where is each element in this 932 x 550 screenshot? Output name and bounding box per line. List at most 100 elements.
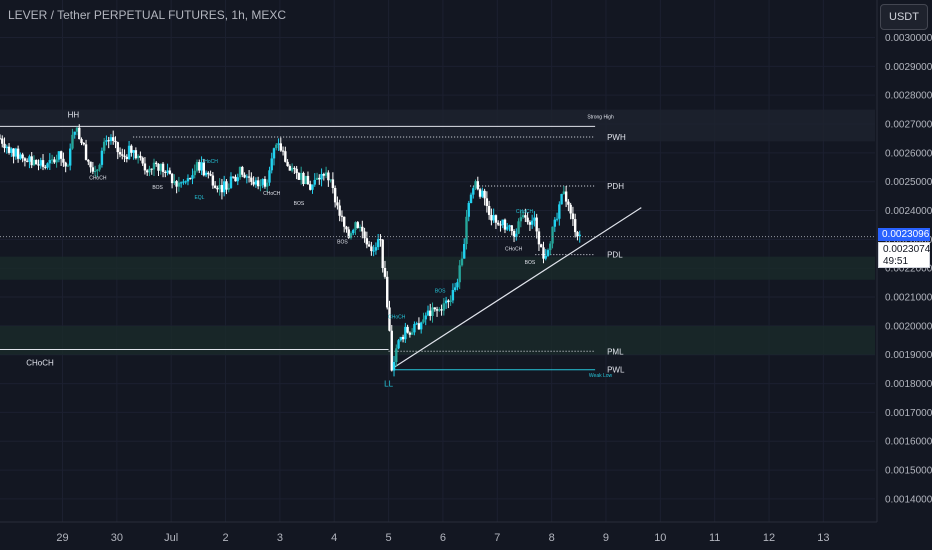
candle-body: [506, 226, 509, 230]
candle-body: [533, 217, 536, 221]
time-tick: 12: [763, 532, 775, 544]
candle-body: [14, 148, 18, 157]
level-label: PDH: [607, 182, 624, 191]
candle-body: [145, 170, 149, 173]
structure-label: BOS: [435, 289, 446, 295]
candle-body: [483, 190, 486, 199]
candle-body: [558, 204, 561, 219]
candle-body: [395, 348, 398, 363]
candle-body: [517, 221, 520, 234]
structure-label: EQL: [194, 195, 204, 201]
candle-body: [118, 152, 122, 155]
candle-body: [551, 226, 554, 244]
structure-label: LL: [384, 379, 393, 388]
candle-body: [266, 182, 269, 187]
level-label: Strong High: [587, 114, 614, 120]
candle-body: [324, 172, 328, 176]
candle-body: [501, 219, 504, 226]
candle-body: [57, 151, 61, 160]
candle-body: [105, 140, 108, 142]
time-tick: 6: [440, 532, 446, 544]
candle-body: [361, 226, 364, 232]
structure-label: BOS: [337, 240, 348, 246]
price-tick: 0.0028000: [885, 91, 932, 102]
candle-body: [540, 244, 543, 248]
candle-body: [279, 143, 282, 151]
candle-body: [476, 181, 480, 190]
candle-body: [64, 162, 67, 167]
structure-label: CHoCH: [201, 159, 219, 165]
candle-body: [408, 332, 412, 335]
structure-label: BOS: [152, 185, 163, 191]
candle-body: [3, 143, 6, 149]
candle-body: [123, 155, 126, 157]
candle-body: [336, 202, 339, 206]
bid-price-badge: 0.0023074: [878, 242, 930, 256]
candle-body: [207, 172, 210, 175]
candle-body: [1, 138, 4, 144]
candle-body: [250, 177, 253, 182]
candle-body: [261, 179, 264, 185]
candle-body: [429, 310, 432, 316]
candle-body: [417, 323, 421, 330]
candle-body: [175, 181, 178, 187]
candle-body: [549, 243, 552, 251]
structure-label: CHoCH: [263, 191, 281, 197]
candle-body: [139, 155, 142, 158]
candle-body: [254, 180, 258, 185]
candle-body: [236, 177, 239, 182]
candle-body: [68, 148, 72, 166]
candle-body: [177, 182, 181, 187]
candle-body: [130, 145, 133, 153]
candle-body: [82, 142, 85, 145]
price-tick: 0.0015000: [885, 466, 932, 477]
candle-body: [573, 219, 577, 233]
candle-body: [189, 178, 192, 180]
candle-body: [490, 214, 493, 221]
structure-label: HH: [68, 111, 80, 120]
candle-body: [191, 175, 194, 179]
candle-body: [374, 247, 378, 251]
candle-body: [401, 336, 405, 340]
candle-body: [499, 224, 502, 226]
candle-body: [503, 219, 507, 230]
candle-body: [155, 162, 158, 165]
currency-button[interactable]: USDT: [880, 4, 928, 30]
time-tick: 13: [817, 532, 829, 544]
candle-body: [44, 166, 47, 168]
candle-body: [320, 174, 323, 180]
price-tick: 0.0020000: [885, 321, 932, 332]
candle-body: [268, 170, 271, 183]
candle-body: [318, 177, 321, 180]
candle-body: [259, 184, 262, 187]
price-tick: 0.0029000: [885, 62, 932, 73]
candle-body: [281, 150, 285, 152]
candle-body: [304, 175, 307, 185]
candle-body: [313, 179, 316, 185]
candle-body: [100, 150, 104, 165]
candle-body: [438, 309, 441, 311]
candle-body: [447, 300, 450, 303]
candle-body: [578, 234, 581, 237]
candle-body: [5, 146, 8, 149]
candle-body: [311, 184, 314, 190]
price-tick: 0.0025000: [885, 177, 932, 188]
level-label: PWH: [607, 133, 626, 142]
candle-body: [222, 181, 226, 193]
candle-body: [379, 239, 382, 241]
candle-body: [30, 156, 33, 166]
candle-body: [116, 142, 119, 153]
candle-body: [544, 255, 547, 259]
candle-body: [569, 204, 572, 214]
structure-label: CHoCH: [505, 246, 523, 252]
price-tick: 0.0016000: [885, 437, 932, 448]
price-tick: 0.0019000: [885, 350, 932, 361]
candle-body: [182, 181, 185, 183]
candle-body: [406, 326, 409, 333]
candle-body: [555, 218, 559, 220]
candle-body: [302, 172, 305, 185]
candle-body: [114, 140, 117, 143]
candle-body: [315, 177, 319, 180]
chart-title: LEVER / Tether PERPETUAL FUTURES, 1h, ME…: [8, 8, 287, 22]
